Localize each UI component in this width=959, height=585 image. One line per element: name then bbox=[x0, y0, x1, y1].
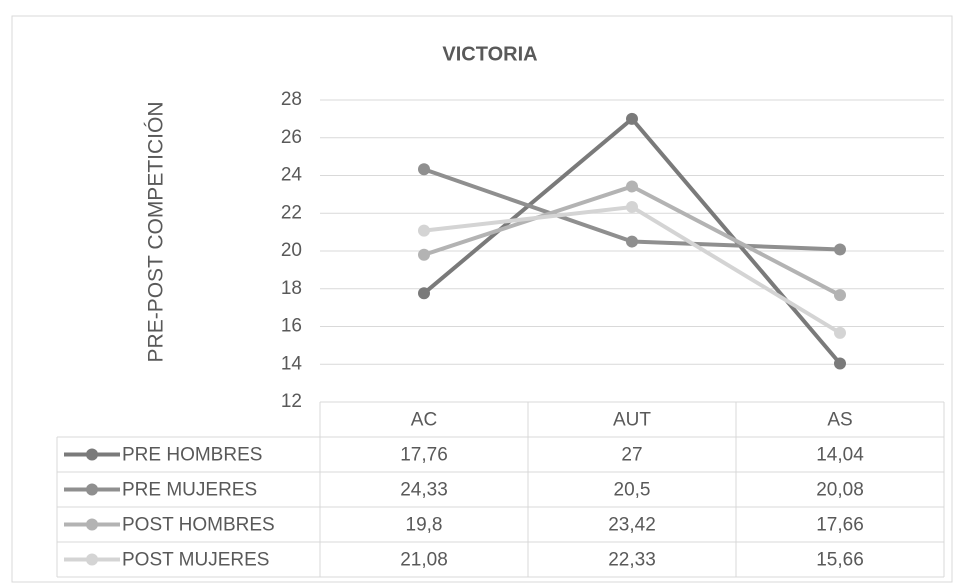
table-value: 17,66 bbox=[816, 515, 864, 536]
data-point bbox=[834, 243, 846, 256]
table-value: 20,5 bbox=[614, 480, 651, 501]
table-value: 19,8 bbox=[406, 515, 443, 536]
legend-label: PRE MUJERES bbox=[122, 480, 257, 501]
chart-title: VICTORIA bbox=[442, 43, 537, 65]
y-axis-title: PRE-POST COMPETICIÓN bbox=[145, 102, 168, 363]
table-value: 15,66 bbox=[816, 550, 864, 571]
y-tick-label: 28 bbox=[281, 89, 302, 110]
table-value: 24,33 bbox=[400, 480, 448, 501]
legend-label: POST HOMBRES bbox=[122, 515, 275, 536]
table-value: 21,08 bbox=[400, 550, 448, 571]
y-tick-label: 20 bbox=[281, 240, 302, 261]
table-value: 17,76 bbox=[400, 445, 448, 466]
y-tick-label: 12 bbox=[281, 391, 302, 412]
legend-key-marker bbox=[86, 518, 98, 531]
x-tick-label: AUT bbox=[613, 410, 651, 431]
y-tick-label: 18 bbox=[281, 278, 302, 299]
y-tick-label: 14 bbox=[281, 353, 303, 374]
table-value: 23,42 bbox=[608, 515, 656, 536]
y-tick-label: 16 bbox=[281, 316, 302, 337]
data-point bbox=[418, 287, 430, 300]
x-tick-label: AS bbox=[827, 410, 852, 431]
data-point bbox=[626, 201, 638, 214]
data-point bbox=[418, 224, 430, 237]
y-tick-label: 22 bbox=[281, 202, 302, 223]
data-point bbox=[626, 180, 638, 193]
legend-label: PRE HOMBRES bbox=[122, 445, 262, 466]
data-point bbox=[626, 112, 638, 125]
legend-key-marker bbox=[86, 553, 98, 566]
data-point bbox=[626, 235, 638, 248]
table-value: 14,04 bbox=[816, 445, 864, 466]
table-value: 20,08 bbox=[816, 480, 864, 501]
table-value: 27 bbox=[621, 445, 642, 466]
legend-key-marker bbox=[86, 483, 98, 496]
legend-label: POST MUJERES bbox=[122, 550, 269, 571]
x-tick-label: AC bbox=[411, 410, 437, 431]
data-point bbox=[834, 289, 846, 302]
y-tick-label: 24 bbox=[281, 165, 303, 186]
data-point bbox=[834, 326, 846, 339]
y-tick-label: 26 bbox=[281, 127, 302, 148]
table-value: 22,33 bbox=[608, 550, 656, 571]
chart-border bbox=[11, 15, 953, 583]
legend-key-marker bbox=[86, 448, 98, 461]
data-point bbox=[418, 248, 430, 261]
data-point bbox=[834, 357, 846, 370]
data-point bbox=[418, 163, 430, 176]
